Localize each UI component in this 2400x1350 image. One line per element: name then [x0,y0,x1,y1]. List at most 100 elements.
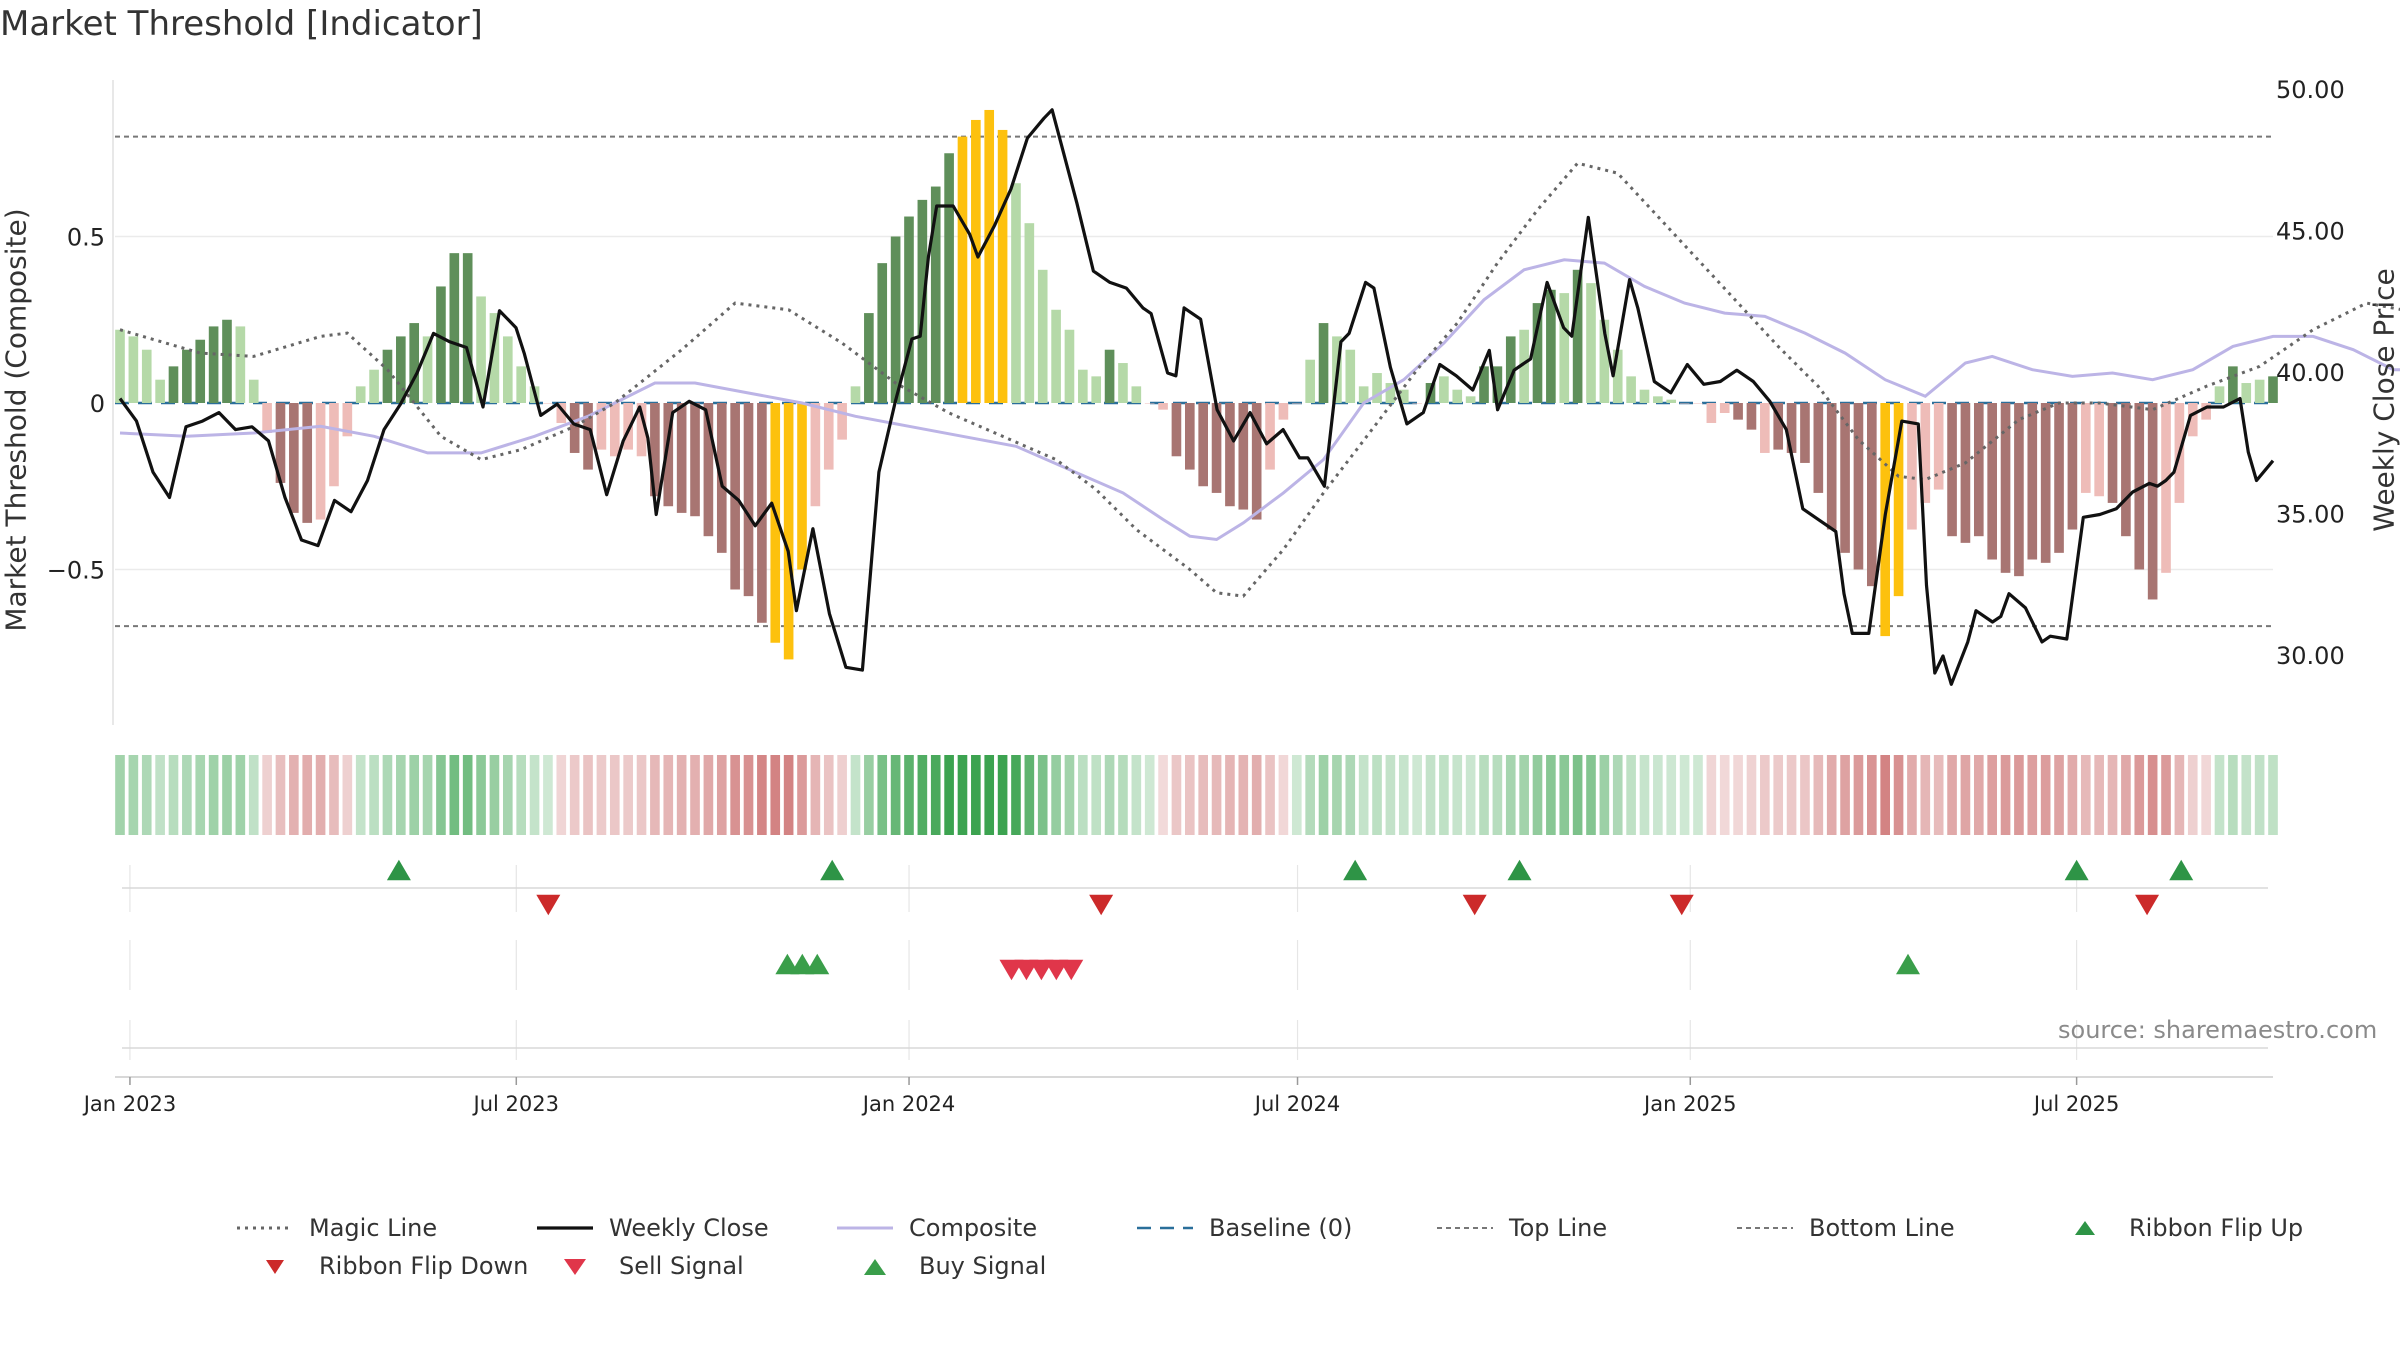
buy-signal-marker [805,953,830,975]
y2-tick-label: 50.00 [2276,76,2345,104]
legend-label: Weekly Close [609,1214,769,1242]
composite-bar [1519,329,1529,403]
composite-bar [757,403,767,623]
ribbon-cell [1626,755,1636,835]
ribbon-cell [208,755,219,835]
weekly-close-line [118,108,2275,686]
ribbon-cell [1960,755,1971,835]
ribbon-cell [1372,755,1382,835]
chart-title: Market Threshold [Indicator] [0,4,483,44]
ribbon-cell [676,755,687,835]
ribbon-cell [1853,755,1864,835]
ribbon-cell [596,755,607,835]
ribbon-cell [409,755,420,835]
ribbon-cell [1265,755,1275,835]
ribbon-flip-down-marker [1089,894,1114,916]
composite-bar [1278,403,1289,420]
composite-bar [1078,369,1088,403]
ribbon-cell [2214,755,2225,835]
legend-item: Ribbon Flip Down [245,1247,528,1285]
ribbon-cell [1947,755,1957,835]
ribbon-cell [1612,755,1623,835]
ribbon-cell [355,755,366,835]
composite-bar [289,403,299,513]
ribbon-cell [850,755,861,835]
composite-bar [930,186,941,403]
ribbon-cell [275,755,286,835]
ribbon-cell [502,755,513,835]
composite-bar [1920,403,1931,503]
ribbon-cell [1011,755,1021,835]
composite-bar [2254,379,2265,403]
composite-bar [1532,303,1543,403]
ribbon-cell [1572,755,1583,835]
ribbon-flip-up-marker [2064,859,2089,881]
composite-bar [1104,349,1115,403]
ribbon-cell [623,755,633,835]
composite-bar [2201,403,2211,420]
ribbon-cell [1800,755,1810,835]
legend-label: Sell Signal [619,1252,744,1280]
composite-bar [1626,376,1636,403]
ribbon-cell [636,755,647,835]
composite-bar [1452,389,1463,403]
ribbon-cell [235,755,246,835]
composite-bars [115,109,2278,660]
ribbon-cell [1532,755,1543,835]
source-credit: source: sharemaestro.com [2058,1016,2378,1044]
ribbon-cell [1679,755,1690,835]
ribbon-cell [302,755,313,835]
composite-bar [1398,389,1409,403]
ribbon-cell [971,755,981,835]
ribbon-cell [1118,755,1128,835]
ribbon-cell [1251,755,1262,835]
composite-bar [1291,403,1302,404]
ribbon-flip-down-marker [2135,894,2160,916]
ribbon-cell [315,755,326,835]
composite-bar [2147,403,2158,600]
ribbon-cell [1037,755,1048,835]
composite-bar [462,253,473,403]
ribbon-cell [1479,755,1489,835]
composite-bar [2241,383,2252,403]
axes: 0.5 0 −0.5 50.00 45.00 40.00 35.00 30.00 Jan 202… [47,76,2345,1116]
composite-bar [1840,403,1850,553]
composite-bar [1358,386,1369,403]
ribbon-cell [1425,755,1436,835]
legend-label: Composite [909,1214,1038,1242]
composite-bar [2067,403,2078,530]
composite-bar [1960,403,1971,543]
composite-bar [168,366,179,403]
ribbon-cell [489,755,500,835]
composite-bar [1265,403,1275,470]
ribbon-cell [1880,755,1891,835]
legend-swatch [864,1259,886,1275]
composite-bar [1612,349,1623,403]
composite-bar [2014,403,2024,577]
legend-swatch [1737,1227,1793,1229]
composite-bar [1144,403,1155,404]
composite-bar [783,403,794,660]
ribbon-cell [1546,755,1556,835]
composite-bar [944,153,954,403]
composite-bar [195,339,206,403]
ribbon-cell [128,755,139,835]
ribbon-cell [1733,755,1743,835]
series-lines [118,108,2400,686]
ribbon-cell [1291,755,1302,835]
composite-bar [743,403,754,597]
composite-bar [864,313,874,403]
composite-bar [2228,366,2238,403]
x-tick-label: Jul 2023 [472,1092,559,1116]
composite-bar [569,403,580,453]
composite-bar [315,403,326,520]
ribbon-cell [2000,755,2011,835]
composite-bar [1091,376,1102,403]
ribbon-cell [1653,755,1663,835]
ribbon-cell [1452,755,1463,835]
composite-bar [235,326,246,403]
composite-bar [1786,403,1797,453]
composite-bar [128,336,139,403]
composite-bar [355,386,366,403]
